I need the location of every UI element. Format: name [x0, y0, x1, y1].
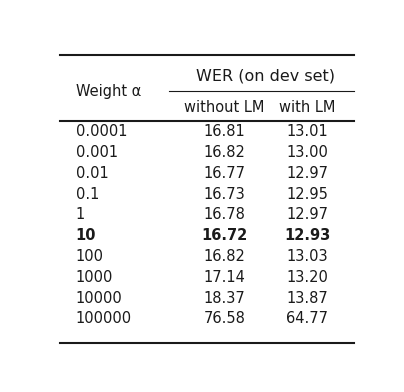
Text: 16.72: 16.72	[201, 228, 247, 243]
Text: 13.03: 13.03	[286, 249, 328, 264]
Text: 12.95: 12.95	[286, 187, 328, 201]
Text: 76.58: 76.58	[203, 312, 245, 327]
Text: WER (on dev set): WER (on dev set)	[196, 68, 335, 83]
Text: 17.14: 17.14	[203, 270, 245, 285]
Text: 16.78: 16.78	[203, 207, 245, 222]
Text: 16.82: 16.82	[203, 145, 245, 160]
Text: 1: 1	[76, 207, 85, 222]
Text: 18.37: 18.37	[203, 291, 245, 306]
Text: Weight α: Weight α	[76, 84, 141, 99]
Text: 12.93: 12.93	[284, 228, 330, 243]
Text: 13.87: 13.87	[286, 291, 328, 306]
Text: 10: 10	[76, 228, 96, 243]
Text: 64.77: 64.77	[286, 312, 328, 327]
Text: 16.81: 16.81	[203, 124, 245, 139]
Text: 13.00: 13.00	[286, 145, 328, 160]
Text: 13.20: 13.20	[286, 270, 328, 285]
Text: 100: 100	[76, 249, 103, 264]
Text: 0.0001: 0.0001	[76, 124, 127, 139]
Text: with LM: with LM	[279, 100, 335, 115]
Text: 10000: 10000	[76, 291, 122, 306]
Text: 13.01: 13.01	[286, 124, 328, 139]
Text: 0.1: 0.1	[76, 187, 99, 201]
Text: 1000: 1000	[76, 270, 113, 285]
Text: 16.77: 16.77	[203, 166, 245, 181]
Text: 16.73: 16.73	[203, 187, 245, 201]
Text: 12.97: 12.97	[286, 166, 328, 181]
Text: 16.82: 16.82	[203, 249, 245, 264]
Text: 100000: 100000	[76, 312, 132, 327]
Text: 0.001: 0.001	[76, 145, 118, 160]
Text: 12.97: 12.97	[286, 207, 328, 222]
Text: 0.01: 0.01	[76, 166, 108, 181]
Text: without LM: without LM	[184, 100, 265, 115]
